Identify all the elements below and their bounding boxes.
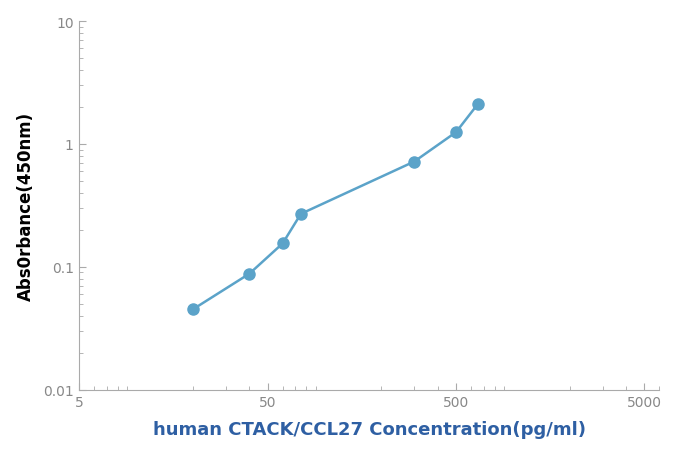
- Y-axis label: Abs0rbance(450nm): Abs0rbance(450nm): [17, 111, 35, 300]
- X-axis label: human CTACK/CCL27 Concentration(pg/ml): human CTACK/CCL27 Concentration(pg/ml): [153, 420, 586, 438]
